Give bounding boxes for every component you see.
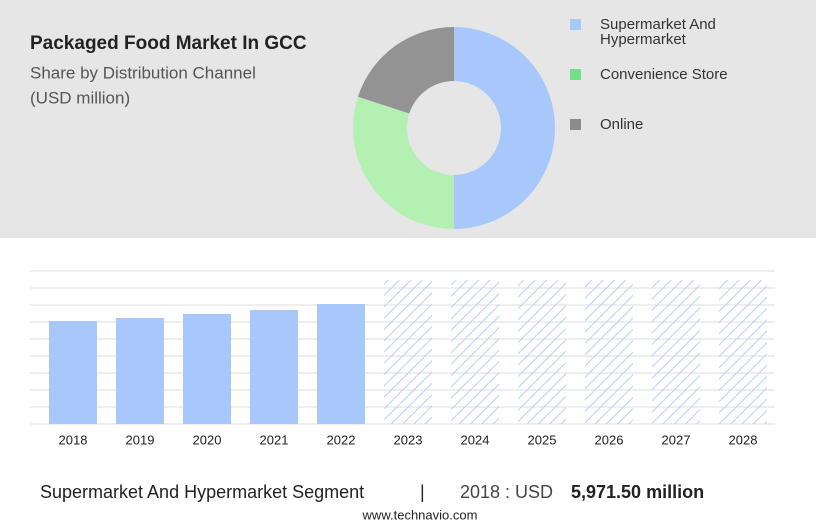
- donut-slice: [357, 27, 454, 114]
- footer-source: www.technavio.com: [362, 507, 478, 522]
- title: Packaged Food Market In GCC: [30, 33, 307, 54]
- forecast-placeholder: [518, 280, 566, 424]
- legend-swatch: [570, 19, 581, 30]
- unit-note: (USD million): [30, 88, 130, 107]
- x-tick-label: 2028: [729, 432, 758, 447]
- footer-amount: 5,971.50 million: [571, 482, 704, 502]
- subtitle: Share by Distribution Channel: [30, 63, 256, 82]
- bar: [116, 318, 164, 424]
- x-tick-label: 2023: [394, 432, 423, 447]
- x-tick-label: 2025: [528, 432, 557, 447]
- bar: [183, 314, 231, 424]
- x-tick-label: 2026: [595, 432, 624, 447]
- forecast-placeholder: [451, 280, 499, 424]
- footer-segment: Supermarket And Hypermarket Segment: [40, 482, 364, 502]
- forecast-placeholder: [652, 280, 700, 424]
- x-tick-label: 2024: [461, 432, 490, 447]
- legend-label: Convenience Store: [600, 66, 728, 83]
- x-tick-label: 2020: [193, 432, 222, 447]
- bar: [49, 320, 97, 424]
- x-tick-label: 2018: [59, 432, 88, 447]
- legend-label: Supermarket And Hypermarket: [600, 16, 716, 48]
- x-tick-label: 2021: [260, 432, 289, 447]
- forecast-placeholder: [585, 280, 633, 424]
- x-tick-label: 2022: [327, 432, 356, 447]
- legend-swatch: [570, 119, 581, 130]
- x-tick-label: 2027: [662, 432, 691, 447]
- donut-slice: [454, 27, 555, 229]
- footer-year: 2018 : USD: [460, 482, 553, 502]
- legend-label: Online: [600, 116, 644, 133]
- legend-swatch: [570, 69, 581, 80]
- forecast-placeholder: [719, 280, 767, 424]
- forecast-placeholder: [384, 280, 432, 424]
- x-tick-label: 2019: [126, 432, 155, 447]
- bar: [317, 304, 365, 424]
- bar: [250, 310, 298, 424]
- footer-separator: |: [420, 482, 425, 502]
- donut-slice: [353, 96, 454, 230]
